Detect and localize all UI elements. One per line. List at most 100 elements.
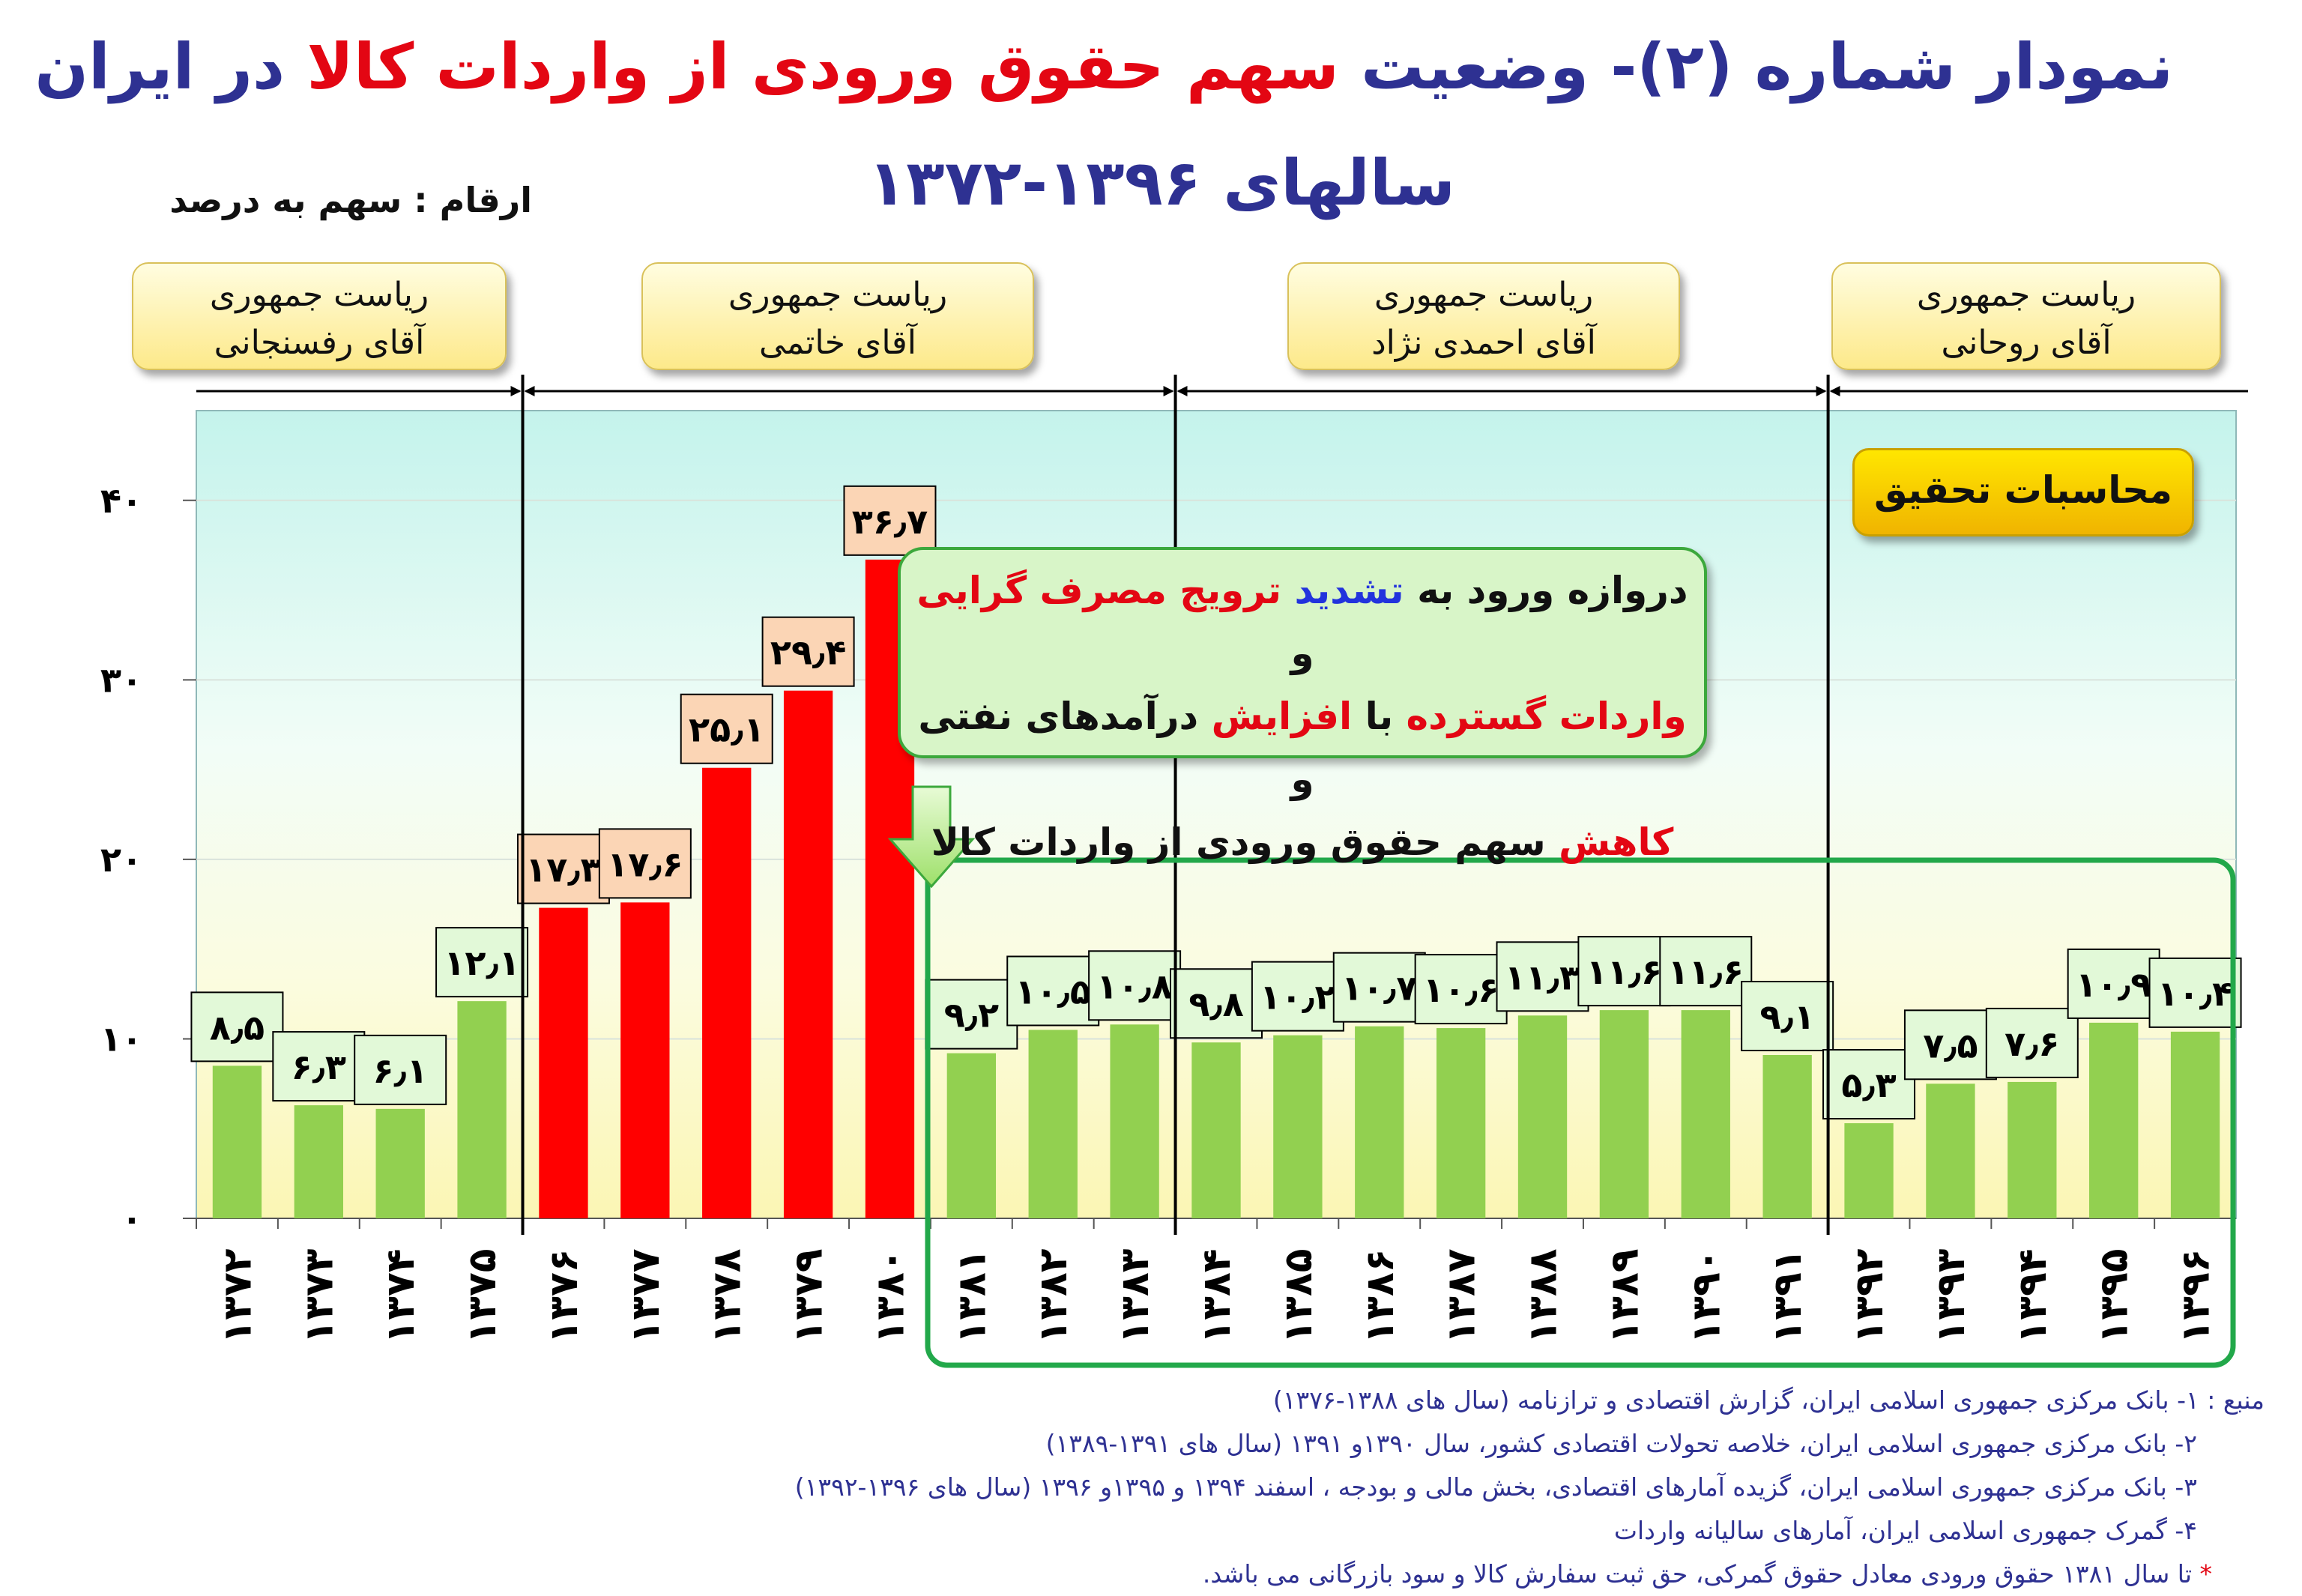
- x-tick-label: ۱۳۹۴: [2011, 1249, 2055, 1344]
- footnote-star: *: [2199, 1559, 2213, 1589]
- bar: [457, 1001, 507, 1218]
- bar: [1517, 1015, 1568, 1218]
- x-tick-label: ۱۳۷۲: [215, 1248, 260, 1343]
- x-tick-label: ۱۳۹۳: [1929, 1248, 1974, 1343]
- source-line-1: منبع : ۱- بانک مرکزی جمهوری اسلامی ایران…: [1272, 1385, 2265, 1415]
- presidency-box-ahmadinejad: ریاست جمهوری آقای احمدی نژاد: [1287, 262, 1680, 370]
- bar: [620, 902, 670, 1218]
- sources-note: منبع : ۱- بانک مرکزی جمهوری اسلامی ایران…: [316, 1379, 2265, 1596]
- y-tick-label: ۱۰: [100, 1018, 142, 1059]
- presidency-box-khatami: ریاست جمهوری آقای خاتمی: [641, 262, 1034, 370]
- value-label: ۲۵٫۱: [689, 710, 764, 750]
- value-label: ۹٫۱: [1759, 997, 1814, 1037]
- value-labels: ۸٫۵ ۶٫۳ ۶٫۱ ۱۲٫۱ ۱۷٫۳ ۱۷٫۶ ۲۵٫۱۲۹٫۴ ۳۶٫۷ ۹٫۲ ۱۰٫۵…: [190, 485, 2242, 1120]
- value-label: ۶٫۳: [291, 1047, 346, 1087]
- value-label-box: [1659, 936, 1753, 1007]
- bar: [1110, 1024, 1159, 1218]
- source-line-4: ۴- گمرک جمهوری اسلامی ایران، آمارهای سال…: [1613, 1516, 2197, 1545]
- value-label-box: [925, 979, 1018, 1050]
- value-label: ۱۲٫۱: [444, 943, 519, 983]
- bar: [212, 1065, 262, 1218]
- value-label: ۱۷٫۶: [607, 844, 683, 884]
- value-label: ۱۰٫۵: [1015, 971, 1091, 1012]
- value-label: ۶٫۱: [373, 1051, 428, 1091]
- presidency-dividers: [196, 375, 2248, 1235]
- bar: [2170, 1031, 2220, 1218]
- y-tick-label: ۳۰: [100, 659, 142, 700]
- callout-line-3: کاهش سهم حقوق ورودی از واردات کالا: [901, 811, 1704, 874]
- value-label-box: [1985, 1007, 2079, 1078]
- value-label: ۵٫۳: [1841, 1065, 1896, 1105]
- x-tick-label: ۱۳۹۲: [1847, 1248, 1892, 1343]
- value-label-box: [1903, 1009, 1997, 1080]
- bar: [1191, 1042, 1241, 1218]
- value-label: ۸٫۵: [210, 1007, 265, 1048]
- y-tick-label: ۲۰: [100, 839, 142, 880]
- x-tick-label: ۱۳۸۸: [1521, 1249, 1566, 1344]
- callout-highlight: تشدید: [1294, 569, 1404, 612]
- bar: [1436, 1028, 1486, 1218]
- bar: [294, 1105, 343, 1218]
- value-label: ۱۰٫۸: [1096, 966, 1172, 1006]
- value-label-box: [354, 1034, 447, 1105]
- value-label-box: [516, 833, 610, 904]
- bar: [1926, 1083, 1975, 1218]
- chart-subtitle: سالهای ۱۳۹۶-۱۳۷۲: [868, 146, 1455, 220]
- value-label: ۱۰٫۷: [1341, 968, 1417, 1009]
- presidency-name: آقای احمدی نژاد: [1371, 324, 1596, 362]
- x-tick-label: ۱۳۷۹: [787, 1249, 832, 1344]
- source-line-3: ۳- بانک مرکزی جمهوری اسلامی ایران، گزیده…: [794, 1472, 2197, 1502]
- bars: [212, 559, 2220, 1218]
- value-label: ۹٫۲: [944, 995, 999, 1036]
- value-label-box: [1332, 952, 1426, 1023]
- x-tick-label: ۱۳۸۴: [1194, 1249, 1239, 1344]
- callout-highlight: افزایش: [1211, 695, 1353, 738]
- highlight-frame: [925, 857, 2236, 1368]
- y-tick-label: ۴۰: [100, 480, 142, 521]
- value-label-box: [843, 485, 937, 556]
- presidency-name: آقای روحانی: [1941, 324, 2112, 362]
- x-tick-label: ۱۳۸۷: [1439, 1249, 1484, 1344]
- callout-text: دروازه ورود به: [1404, 569, 1688, 612]
- x-tick-label: ۱۳۷۴: [378, 1249, 423, 1344]
- bar: [539, 907, 588, 1218]
- presidency-label: ریاست جمهوری: [1374, 276, 1594, 314]
- research-badge: محاسبات تحقیق: [1852, 448, 2194, 536]
- x-tick-label: ۱۳۹۶: [2174, 1249, 2219, 1344]
- value-label-box: [1822, 1049, 1916, 1120]
- value-label-box: [680, 693, 773, 764]
- bar: [1599, 1010, 1649, 1218]
- value-label: ۱۱٫۳: [1505, 957, 1580, 997]
- units-label: ارقام : سهم به درصد: [169, 180, 532, 220]
- presidency-name: آقای رفسنجانی: [214, 324, 425, 362]
- callout-text: [1281, 569, 1294, 612]
- presidency-label: ریاست جمهوری: [1916, 276, 2136, 314]
- x-tick-label: ۱۳۸۰: [868, 1249, 913, 1344]
- callout-highlight: واردات گسترده: [1406, 695, 1687, 738]
- x-tick-label: ۱۳۸۲: [1031, 1248, 1076, 1343]
- down-arrow-icon: [887, 785, 976, 889]
- x-axis-labels: ۱۳۷۲ ۱۳۷۳ ۱۳۷۴ ۱۳۷۵ ۱۳۷۶ ۱۳۷۷ ۱۳۷۸ ۱۳۷۹ ۱۳۸۰ ۱۳۸۱…: [196, 1218, 2219, 1343]
- x-tick-label: ۱۳۹۰: [1684, 1249, 1729, 1344]
- callout-text: سهم حقوق ورودی از واردات کالا: [931, 820, 1559, 864]
- chart-title: نمودار شماره (۲)- وضعیت سهم حقوق ورودی ا…: [34, 30, 2173, 103]
- value-label: ۱۱٫۶: [1586, 952, 1662, 992]
- y-tick-label: ۰: [121, 1198, 142, 1239]
- title-part-1: نمودار شماره (۲)- وضعیت: [1338, 30, 2173, 103]
- x-tick-label: ۱۳۸۶: [1358, 1249, 1403, 1344]
- callout-line-2: واردات گسترده با افزایش درآمدهای نفتی و: [901, 685, 1704, 811]
- bar: [1762, 1055, 1812, 1218]
- value-label-box: [1496, 941, 1589, 1012]
- callout-highlight: کاهش: [1559, 820, 1674, 864]
- x-tick-label: ۱۳۸۵: [1276, 1249, 1321, 1344]
- value-label: ۱۰٫۶: [1423, 970, 1499, 1010]
- presidency-label: ریاست جمهوری: [209, 276, 429, 314]
- value-label-box: [1741, 981, 1834, 1052]
- x-tick-label: ۱۳۷۷: [623, 1249, 668, 1344]
- bar: [1681, 1010, 1730, 1218]
- callout-line-1: دروازه ورود به تشدید ترویج مصرف گرایی و: [901, 559, 1704, 685]
- bar: [2089, 1022, 2139, 1218]
- title-part-3: در ایران: [34, 30, 307, 103]
- bar: [1028, 1030, 1078, 1218]
